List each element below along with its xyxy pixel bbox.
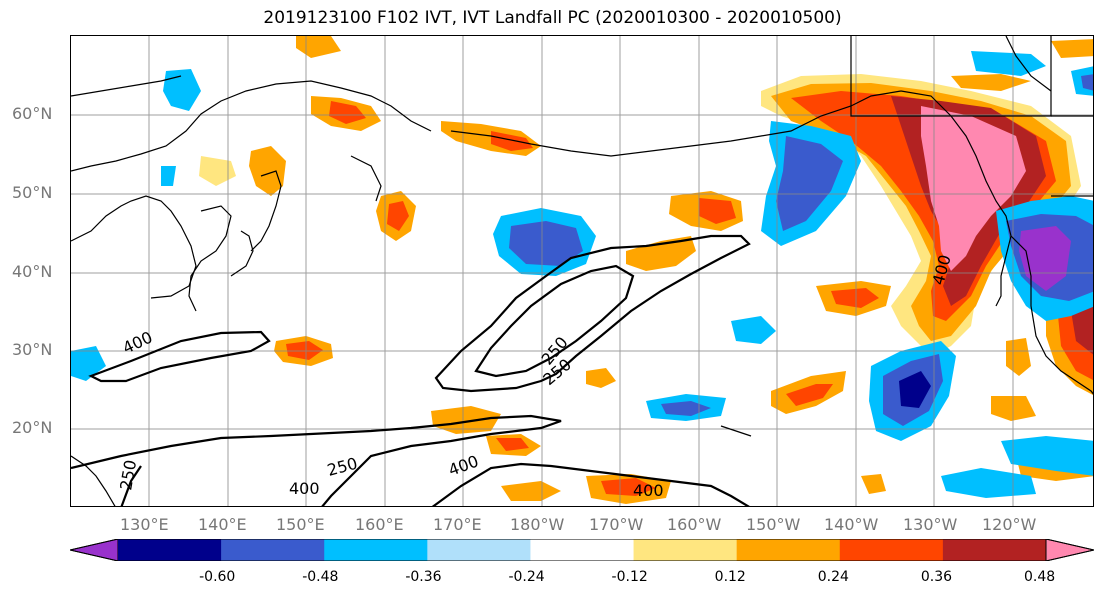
colorbar-bin — [942, 539, 1047, 561]
lat-label-60n: 60°N — [12, 104, 53, 123]
lon-label: 130°W — [903, 515, 958, 534]
map-title: 2019123100 F102 IVT, IVT Landfall PC (20… — [263, 8, 842, 28]
lon-label: 140°W — [824, 515, 879, 534]
colorbar-bin — [839, 539, 944, 561]
colorbar-bin — [530, 539, 635, 561]
ivt-contours — [71, 234, 751, 506]
colorbar-tick-label: -0.24 — [508, 569, 545, 585]
lat-label-30n: 30°N — [12, 340, 53, 359]
lon-label: 150°W — [746, 515, 801, 534]
colorbar-tick-label: 0.48 — [1024, 569, 1056, 585]
colorbar-bin — [118, 539, 222, 561]
lat-label-20n: 20°N — [12, 418, 53, 437]
colorbar-tick-label: -0.12 — [611, 569, 648, 585]
contour-labels: 400 250 250 400 250 400 400 400 250 — [116, 253, 955, 500]
colorbar-bin — [221, 539, 325, 561]
lon-label: 160°W — [667, 515, 722, 534]
colorbar-tick-label: 0.24 — [817, 569, 849, 585]
contour-label: 400 — [446, 451, 481, 479]
colorbar-bin — [736, 539, 841, 561]
colorbar-bin — [324, 539, 428, 561]
contour-label: 400 — [289, 479, 320, 498]
colorbar-tick-label: -0.36 — [405, 569, 442, 585]
colorbar-bin — [427, 539, 531, 561]
lon-label: 180°W — [510, 515, 565, 534]
colorbar-extend-low — [70, 539, 119, 561]
colorbar-tick-label: -0.60 — [199, 569, 236, 585]
contour-label: 400 — [633, 481, 664, 500]
contour-label: 250 — [116, 458, 140, 491]
lon-label: 150°E — [276, 515, 325, 534]
colorbar-extend-high — [1045, 539, 1094, 561]
lat-label-50n: 50°N — [12, 183, 53, 202]
lon-label: 170°E — [433, 515, 482, 534]
colorbar-tick-label: 0.12 — [714, 569, 746, 585]
lon-label: 140°E — [198, 515, 247, 534]
lon-label: 170°W — [589, 515, 644, 534]
contour-label: 250 — [325, 454, 359, 480]
colorbar-tick-label: -0.48 — [302, 569, 339, 585]
coastlines — [71, 36, 1093, 506]
ivt-map-svg: 400 250 250 400 250 400 400 400 250 — [71, 36, 1093, 506]
colorbar-bin — [633, 539, 738, 561]
map-panel: 400 250 250 400 250 400 400 400 250 — [70, 35, 1094, 507]
colorbar — [70, 539, 1094, 561]
colorbar-tick-label: 0.36 — [920, 569, 953, 585]
lat-label-40n: 40°N — [12, 262, 53, 281]
lon-label: 160°E — [355, 515, 404, 534]
lon-label: 130°E — [120, 515, 169, 534]
lon-label: 120°W — [982, 515, 1037, 534]
